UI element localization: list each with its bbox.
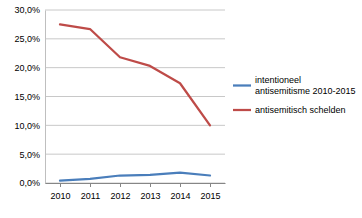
x-tick: 2013 [140, 183, 160, 201]
grid-line [45, 10, 225, 11]
legend-label: antisemitisch schelden [255, 105, 346, 115]
y-axis: 0,0% 5,0% 10,0% 15,0% 20,0% 25,0% 30,0% [14, 5, 45, 188]
grid [45, 10, 225, 183]
x-tick-mark [120, 183, 121, 187]
grid-line [45, 154, 225, 155]
grid-line [45, 96, 225, 97]
grid-line [45, 125, 225, 126]
series-line [60, 24, 210, 125]
x-tick-mark [210, 183, 211, 187]
y-tick-label: 30,0% [14, 5, 40, 15]
x-tick-label: 2013 [140, 191, 160, 201]
y-tick: 5,0% [19, 150, 45, 160]
x-tick-label: 2014 [170, 191, 190, 201]
chart-svg: 0,0%5,0%10,0%15,0%20,0%25,0%30,0%2010201… [0, 0, 362, 218]
grid-line [45, 38, 225, 39]
x-tick: 2012 [110, 183, 130, 201]
x-tick: 2011 [81, 183, 100, 201]
legend-swatch [233, 84, 251, 86]
x-tick: 2014 [170, 183, 190, 201]
grid-line [45, 183, 225, 184]
x-tick-mark [90, 183, 91, 187]
y-tick: 30,0% [14, 5, 45, 15]
x-tick-mark [60, 183, 61, 187]
y-tick-label: 10,0% [14, 121, 40, 131]
plot-area: 0,0%5,0%10,0%15,0%20,0%25,0%30,0%2010201… [14, 5, 225, 201]
grid-line [45, 67, 225, 68]
lines [60, 24, 210, 180]
x-tick: 2010 [50, 183, 70, 201]
legend: intentioneelantisemitisme 2010-2015 antis… [233, 75, 356, 115]
y-tick-label: 20,0% [14, 63, 40, 73]
x-tick-mark [150, 183, 151, 187]
x-tick-mark [180, 183, 181, 187]
y-axis-line [45, 11, 46, 184]
y-tick: 25,0% [14, 34, 45, 44]
y-tick-label: 15,0% [14, 92, 40, 102]
y-tick: 0,0% [19, 178, 45, 188]
x-tick-label: 2015 [200, 191, 220, 201]
y-tick-label: 5,0% [19, 150, 40, 160]
x-tick-label: 2012 [110, 191, 130, 201]
y-tick: 10,0% [14, 121, 45, 131]
legend-swatch [233, 109, 251, 111]
y-tick: 15,0% [14, 92, 45, 102]
x-tick-label: 2010 [50, 191, 70, 201]
x-axis-line [46, 183, 226, 184]
x-tick: 2015 [200, 183, 220, 201]
y-tick: 20,0% [14, 63, 45, 73]
y-tick-label: 25,0% [14, 34, 40, 44]
legend-label: intentioneelantisemitisme 2010-2015 [255, 75, 356, 96]
x-tick-label: 2011 [81, 191, 100, 201]
y-tick-label: 0,0% [19, 178, 40, 188]
x-axis: 2010 2011 2012 2013 2014 2015 [46, 183, 226, 201]
series-line [60, 173, 210, 181]
chart-container: 0,0%5,0%10,0%15,0%20,0%25,0%30,0%2010201… [0, 0, 362, 218]
